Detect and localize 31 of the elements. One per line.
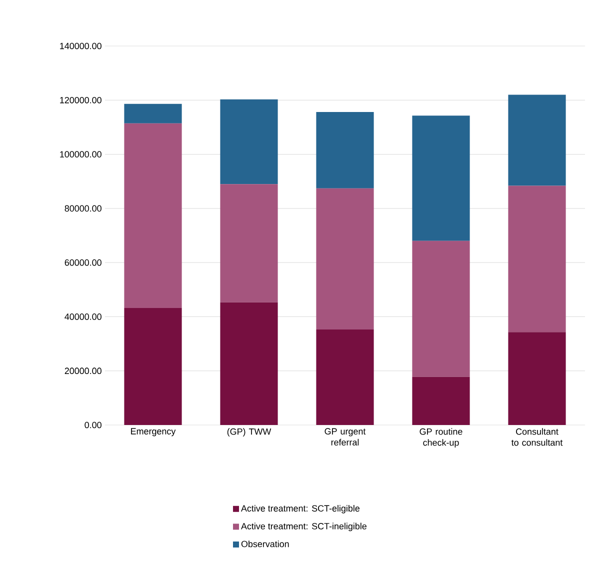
bar [316,188,374,330]
bar [220,99,278,184]
bar [124,123,182,308]
bar [124,104,182,124]
y-tick-label: 80000.00 [64,205,102,212]
y-tick-label: 120000.00 [60,96,102,104]
y-tick-label: 20000.00 [64,368,102,374]
bar [508,186,566,332]
bar [508,332,566,425]
legend-label: Observation [241,540,289,548]
legend-label: Active treatment: SCT-ineligible [240,522,366,532]
y-tick-label: 60000.00 [64,259,102,266]
y-tick-label: 0.00 [84,422,102,428]
y-tick-label: 40000.00 [64,314,102,320]
bar [508,94,566,186]
y-tick-label: 100000.00 [60,151,102,158]
bar [220,184,278,302]
bar [316,329,374,425]
x-tick-label: Consultant to consultant [511,428,563,446]
x-tick-label: GP urgent referral [324,428,366,446]
bar [124,308,182,425]
bar [412,116,470,241]
bar [412,240,470,377]
y-tick-label: 140000.00 [60,42,102,50]
bar [316,112,374,188]
bar [412,376,470,425]
x-tick-label: GP routine check-up [420,428,462,448]
legend-label: Active treatment: SCT-eligible [240,504,360,514]
x-tick-label: (GP) TWW [227,428,272,437]
x-tick-label: Emergency [131,428,176,436]
bar [220,302,278,425]
